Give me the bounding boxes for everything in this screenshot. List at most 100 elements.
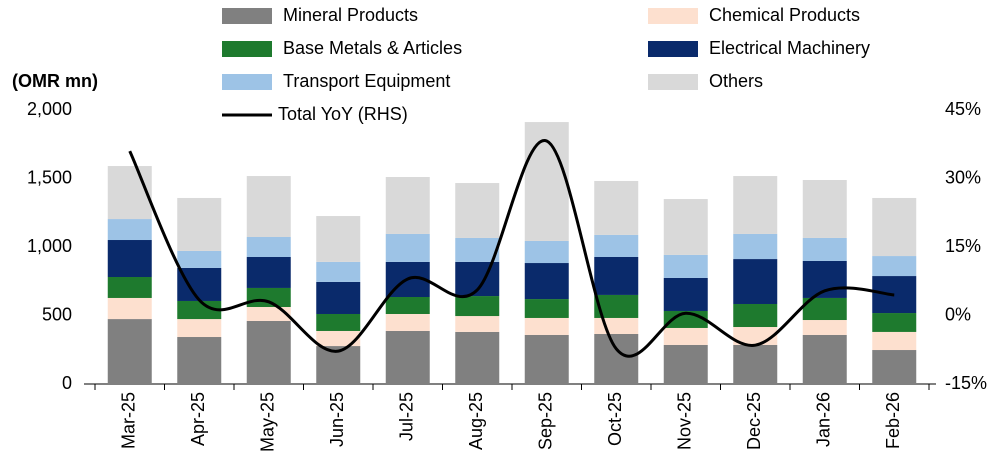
bar-segment <box>316 330 361 347</box>
bar-segment <box>107 219 152 241</box>
bar-segment <box>246 287 291 308</box>
x-tick-label: Aug-25 <box>466 392 486 450</box>
bar-segment <box>455 316 500 332</box>
x-tick-label: Jul-25 <box>397 392 417 441</box>
x-tick-label: Jan-26 <box>814 392 834 447</box>
bar-segment <box>177 250 222 268</box>
bar-segment <box>107 277 152 298</box>
x-tick-label: May-25 <box>258 392 278 452</box>
y2-tick-label: 0% <box>945 304 971 324</box>
bar-segment <box>524 334 569 384</box>
bar-segment <box>802 237 847 261</box>
bar-segment <box>663 254 708 278</box>
bar-segment <box>455 183 500 238</box>
legend-label: Others <box>709 71 763 91</box>
x-tick-label: Sep-25 <box>536 392 556 450</box>
x-tick-label: Oct-25 <box>605 392 625 446</box>
bar-segment <box>524 299 569 318</box>
bar-segment <box>385 313 430 331</box>
y2-tick-label: 15% <box>945 236 981 256</box>
y-axis-label: (OMR mn) <box>12 71 98 91</box>
bar-segment <box>177 267 222 301</box>
bar-segment <box>872 313 917 332</box>
bar-segment <box>385 330 430 384</box>
bar-segment <box>872 331 917 351</box>
bar-segment <box>107 240 152 278</box>
bar-segment <box>594 294 639 318</box>
bar-segment <box>733 259 778 304</box>
bar-segment <box>663 277 708 311</box>
bar-segment <box>594 234 639 258</box>
legend-swatch <box>222 41 272 57</box>
y2-tick-label: 30% <box>945 167 981 187</box>
bar-segment <box>594 333 639 384</box>
bar-segment <box>316 216 361 262</box>
y-tick-label: 2,000 <box>27 99 72 119</box>
bar-segment <box>177 337 222 384</box>
bar-segment <box>246 307 291 321</box>
bar-segment <box>177 319 222 338</box>
bar-segment <box>246 257 291 288</box>
bar-segment <box>663 199 708 255</box>
bar-segment <box>316 281 361 314</box>
y-tick-label: 1,000 <box>27 236 72 256</box>
bar-segment <box>594 257 639 295</box>
bar-segment <box>663 344 708 384</box>
legend-label: Mineral Products <box>283 5 418 25</box>
bar-segment <box>872 197 917 257</box>
y-tick-label: 0 <box>62 373 72 393</box>
bar-segment <box>107 319 152 384</box>
y-tick-label: 1,500 <box>27 167 72 187</box>
bar-segment <box>177 300 222 320</box>
bar-segment <box>733 176 778 234</box>
legend-label: Electrical Machinery <box>709 38 870 58</box>
x-tick-label: Mar-25 <box>119 392 139 449</box>
bar-segment <box>872 256 917 277</box>
bar-segment <box>385 297 430 314</box>
bar-segment <box>246 176 291 237</box>
yoy-line <box>128 139 895 358</box>
y-tick-label: 500 <box>42 304 72 324</box>
bar-segment <box>107 297 152 320</box>
y2-tick-label: -15% <box>945 373 987 393</box>
bar-segment <box>246 236 291 258</box>
legend-label: Transport Equipment <box>283 71 450 91</box>
bar-segment <box>455 331 500 384</box>
bar-segment <box>802 320 847 335</box>
y2-tick-label: 45% <box>945 99 981 119</box>
bar-segment <box>733 233 778 260</box>
bar-segment <box>524 317 569 335</box>
bar-segment <box>733 303 778 328</box>
bar-segment <box>524 263 569 300</box>
legend-swatch <box>222 8 272 24</box>
bar-segment <box>802 334 847 384</box>
bar-segment <box>455 237 500 262</box>
legend-swatch <box>648 8 698 24</box>
legend-swatch <box>648 74 698 90</box>
bar-segment <box>594 180 639 235</box>
x-tick-label: Dec-25 <box>744 392 764 450</box>
bar-segment <box>802 297 847 321</box>
bar-segment <box>385 176 430 234</box>
legend-label: Chemical Products <box>709 5 860 25</box>
legend-swatch <box>222 74 272 90</box>
bar-segment <box>455 296 500 317</box>
bar-segment <box>107 166 152 220</box>
bar-segment <box>316 313 361 331</box>
bar-segment <box>663 327 708 345</box>
legend-label: Base Metals & Articles <box>283 38 462 58</box>
bar-segment <box>246 320 291 384</box>
x-tick-label: Jun-25 <box>327 392 347 447</box>
x-tick-label: Nov-25 <box>675 392 695 450</box>
bar-segment <box>524 240 569 264</box>
bar-segment <box>594 317 639 334</box>
legend-swatch <box>648 41 698 57</box>
bar-segment <box>872 350 917 384</box>
bar-segment <box>316 261 361 282</box>
bar-segment <box>177 197 222 251</box>
bar-segment <box>733 344 778 384</box>
x-tick-label: Feb-26 <box>883 392 903 449</box>
legend-label: Total YoY (RHS) <box>278 104 408 124</box>
bar-segment <box>385 233 430 262</box>
